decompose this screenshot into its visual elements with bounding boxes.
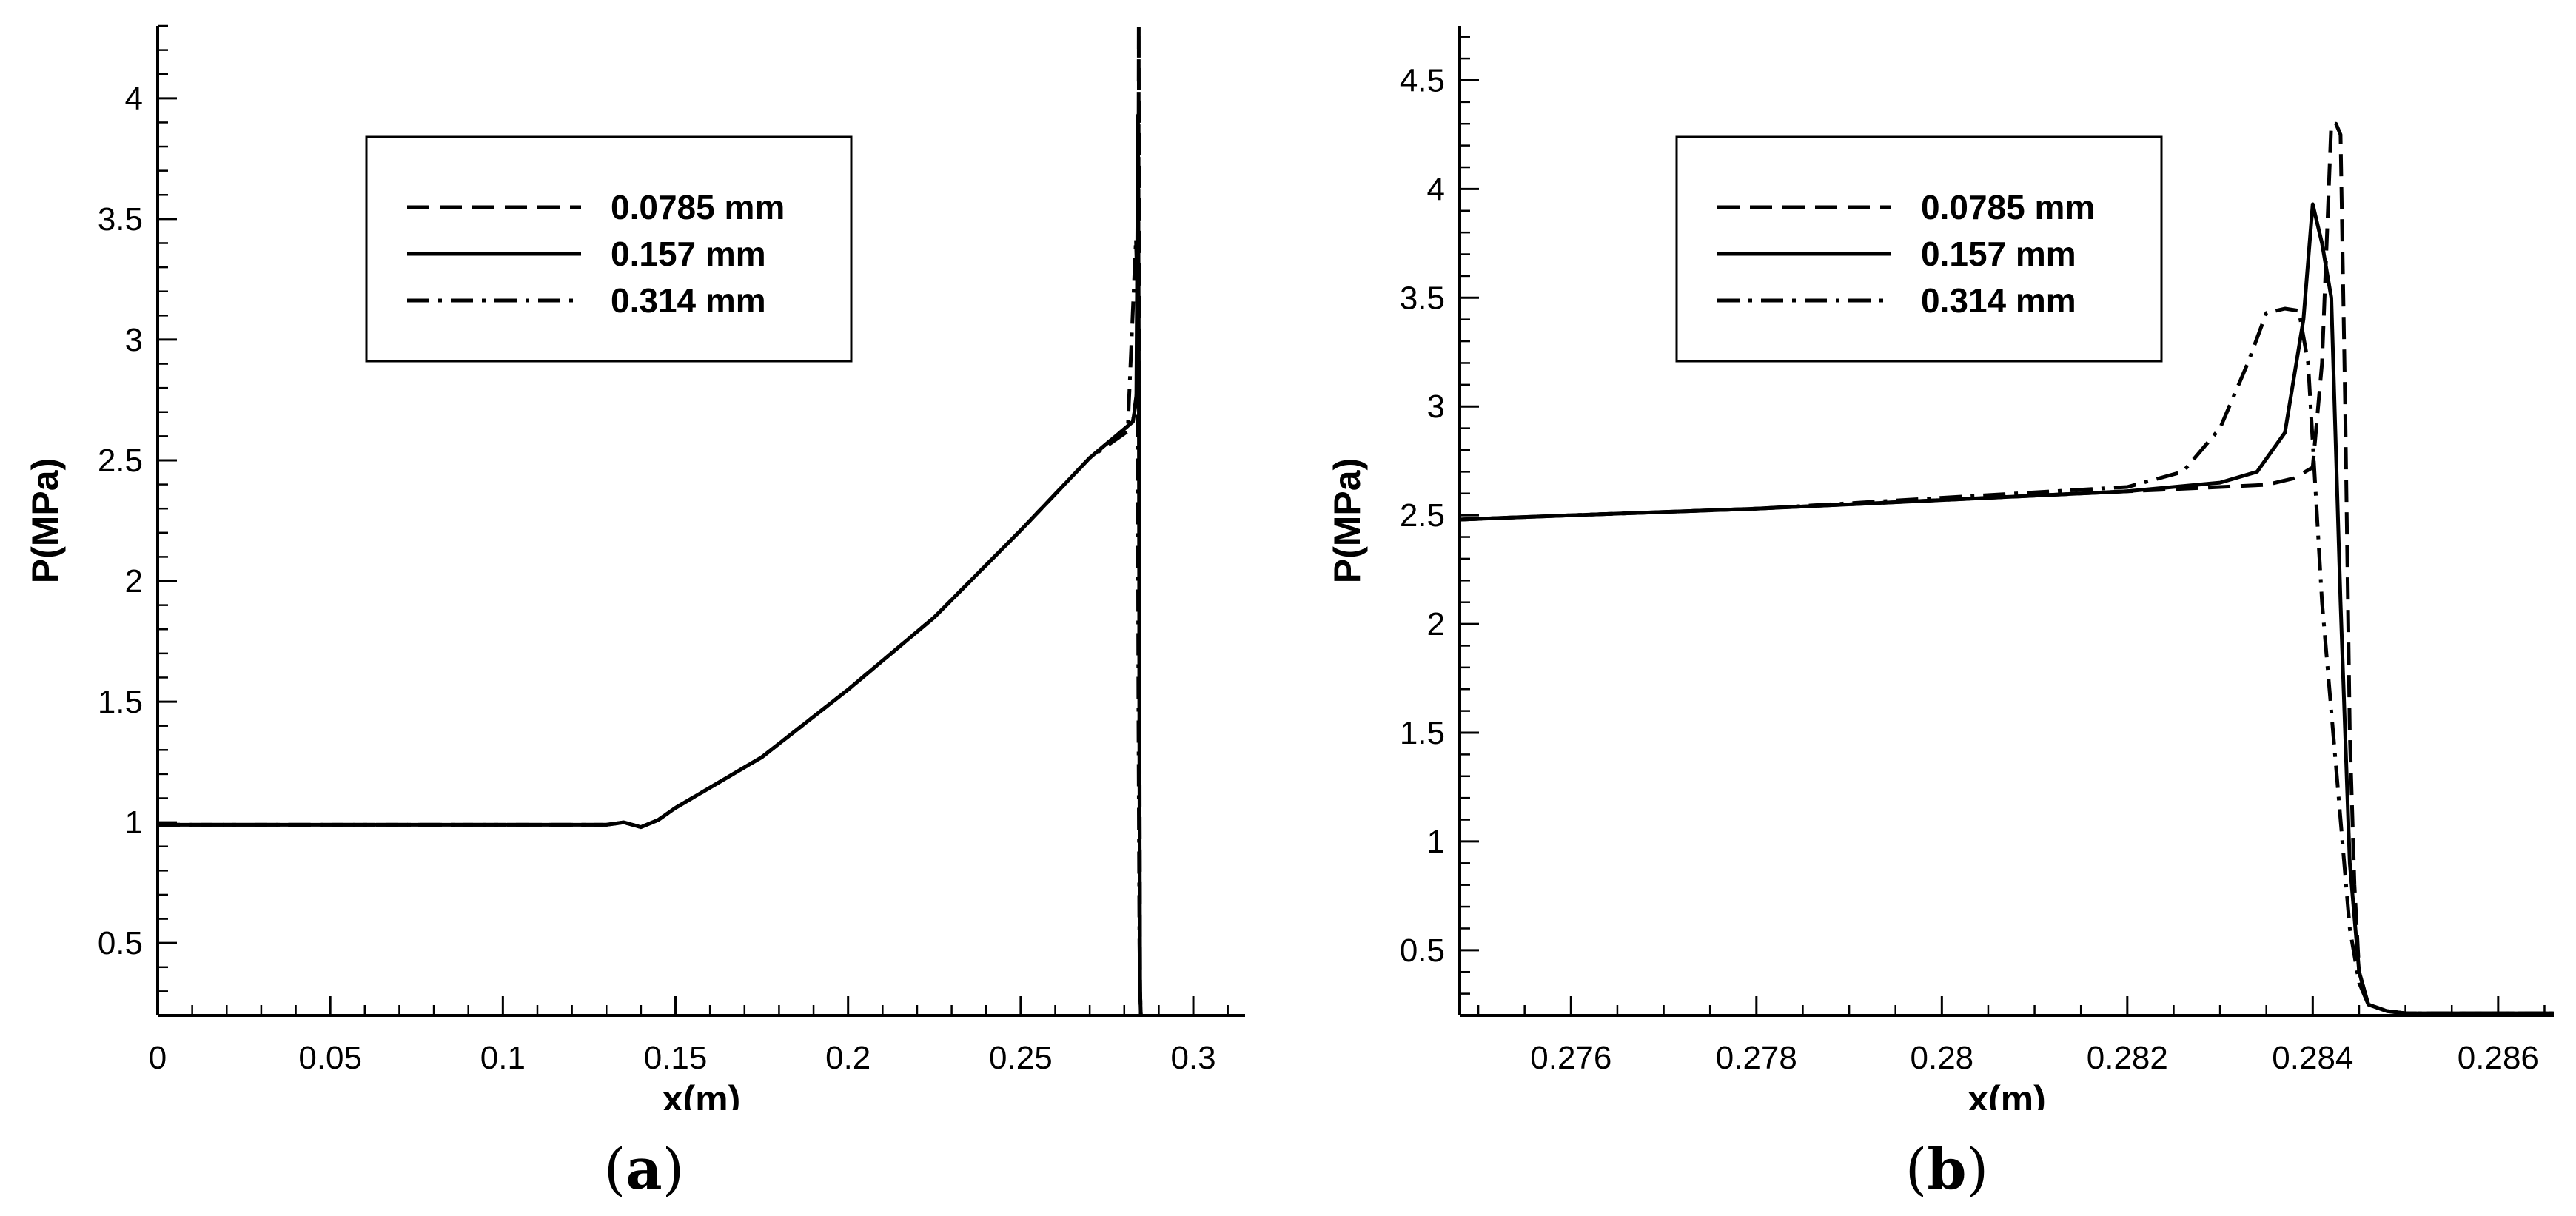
panel-b-y-tick-label: 4 (1427, 171, 1445, 207)
panel-b-y-axis-label: P(MPa) (1326, 458, 1368, 583)
panel-b-y-tick-label: 1 (1427, 824, 1445, 860)
panel-b-legend-label-3: 0.314 mm (1921, 281, 2076, 320)
panel-a-y-tick-label: 0.5 (98, 925, 143, 961)
panel-b-legend-label-2: 0.157 mm (1921, 235, 2076, 273)
panel-a-legend-label-1: 0.0785 mm (611, 188, 785, 226)
panel-a-legend-box (365, 135, 853, 363)
panel-b-plot-area (1460, 121, 2554, 1015)
panel-a-y-axis-label: P(MPa) (24, 458, 66, 583)
panel-b-x-tick-label: 0.282 (2087, 1040, 2168, 1076)
panel-b-y-tick-label: 3 (1427, 389, 1445, 425)
panel-b-x-tick-label: 0.28 (1911, 1040, 1974, 1076)
panel-a-x-tick-label: 0.25 (989, 1040, 1053, 1076)
panel-a-x-tick-label: 0.15 (644, 1040, 708, 1076)
panel-a-x-axis-label: x(m) (663, 1078, 741, 1110)
panel-a-y-tick-label: 2 (125, 563, 143, 599)
panel-b-series-line-3 (1460, 306, 2554, 1015)
panel-a-legend: 0.0785 mm 0.157 mm 0.314 mm (365, 135, 853, 363)
panel-a-x-tick-label: 0 (149, 1040, 167, 1076)
panel-b-legend-label-1: 0.0785 mm (1921, 188, 2095, 226)
panel-b-caption-label: b (1927, 1136, 1967, 1202)
panel-b-y-tick-label: 4.5 (1400, 62, 1445, 98)
panel-b-y-tick-label: 2 (1427, 606, 1445, 642)
panel-b-x-tick-label: 0.284 (2272, 1040, 2353, 1076)
chart-panel-b: 0.276 0.278 0.28 0.282 0.284 0.286 0.5 1 1.5 2 2.5… (1326, 26, 2554, 1110)
panel-b-x-tick-label: 0.278 (1716, 1040, 1797, 1076)
panel-a-caption-label: a (625, 1136, 663, 1202)
panel-a-y-tick-label: 2.5 (98, 443, 143, 479)
panel-b-legend-box (1675, 135, 2163, 363)
panel-a-x-tick-label: 0.2 (825, 1040, 871, 1076)
panel-b-y-tick-label: 3.5 (1400, 280, 1445, 316)
panel-a-series-line-3 (158, 236, 1143, 1015)
panel-b-y-tick-label: 2.5 (1400, 497, 1445, 534)
panel-a-legend-label-3: 0.314 mm (611, 281, 766, 320)
panel-b-x-tick-label: 0.286 (2458, 1040, 2539, 1076)
panel-a-plot-area (158, 26, 1143, 1015)
panel-b-y-tick-label: 1.5 (1400, 715, 1445, 751)
panel-b-y-tick-label: 0.5 (1400, 933, 1445, 969)
panel-a-legend-label-2: 0.157 mm (611, 235, 766, 273)
panel-a-y-tick-label: 4 (125, 81, 143, 117)
panel-a-y-tick-label: 1 (125, 804, 143, 841)
panel-a-x-tick-label: 0.05 (298, 1040, 362, 1076)
panel-a-y-tick-label: 1.5 (98, 684, 143, 720)
panel-a-x-tick-label: 0.1 (480, 1040, 526, 1076)
panel-b-series-line-2 (1460, 202, 2554, 1015)
panel-a-y-tick-label: 3.5 (98, 201, 143, 238)
panel-b-x-axis-label: x(m) (1968, 1078, 2046, 1110)
chart-panel-a: 0 0.05 0.1 0.15 0.2 0.25 0.3 0.5 1 1.5 2 2.5 3 3.5 4 x(… (24, 24, 1245, 1110)
panel-a-x-tick-label: 0.3 (1170, 1040, 1215, 1076)
panel-a-y-tick-label: 3 (125, 322, 143, 358)
panel-b-legend: 0.0785 mm 0.157 mm 0.314 mm (1675, 135, 2163, 363)
panel-a-caption: (a) (603, 1136, 685, 1202)
panel-b-caption: (b) (1905, 1136, 1989, 1202)
panel-b-x-tick-label: 0.276 (1530, 1040, 1611, 1076)
